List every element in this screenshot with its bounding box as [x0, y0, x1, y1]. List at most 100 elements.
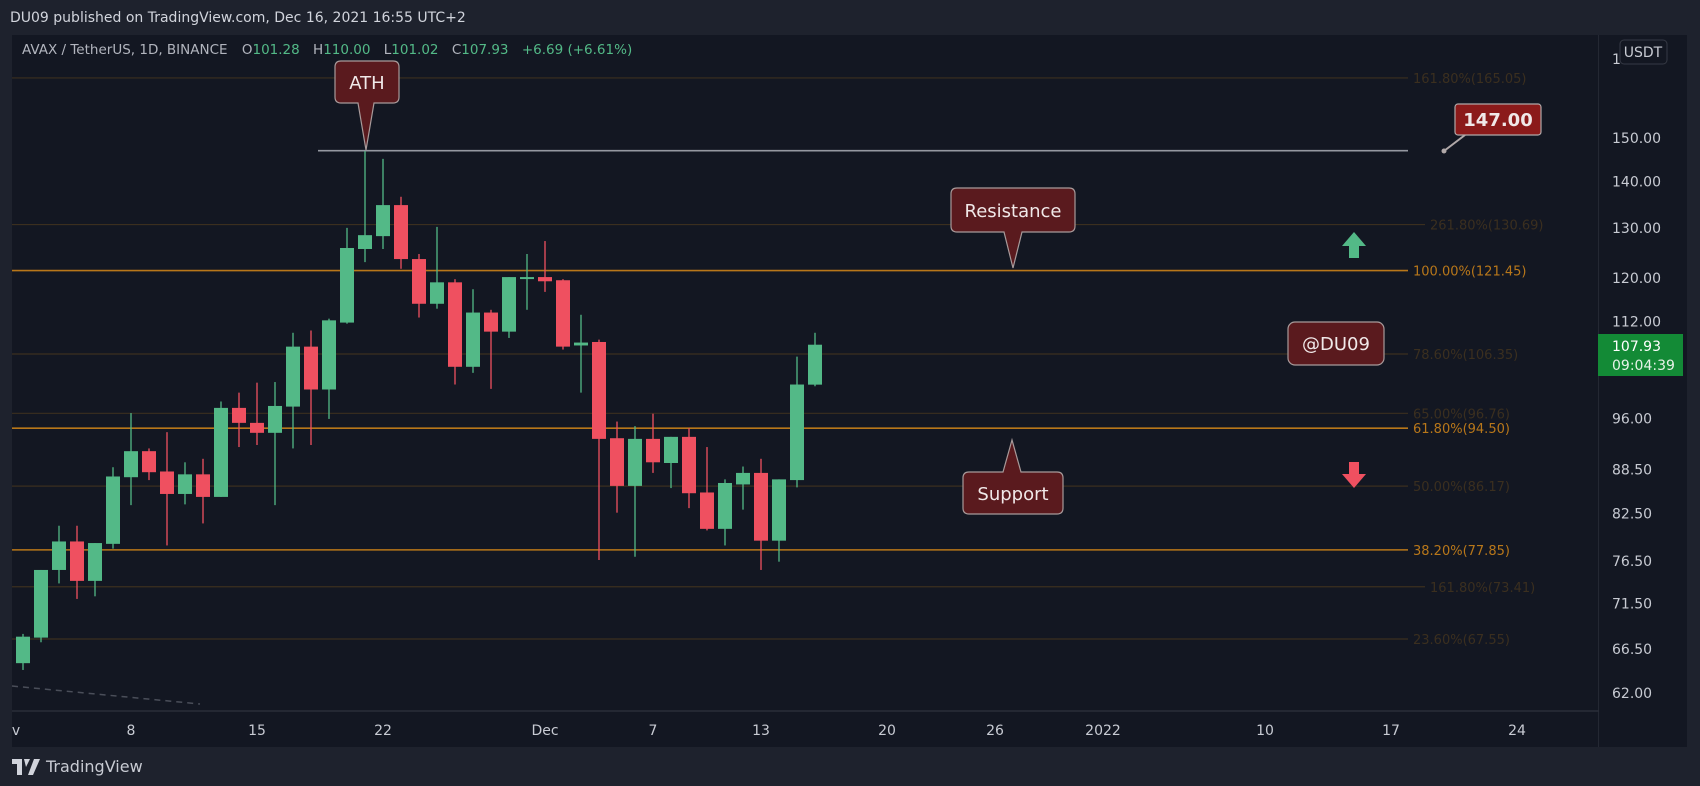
candle-body [340, 247, 354, 323]
candle [772, 479, 786, 562]
support-callout[interactable]: Support [962, 437, 1064, 515]
currency-button[interactable]: USDT [1619, 39, 1668, 65]
time-tick-label: 2022 [1085, 723, 1121, 739]
candle-body [574, 342, 588, 346]
candle-body [538, 277, 552, 282]
fib-level-label: 100.00%(121.45) [1413, 265, 1526, 280]
price-tick-label: 120.00 [1612, 271, 1661, 287]
candle-body [304, 346, 318, 390]
resistance-callout[interactable]: Resistance [950, 187, 1076, 269]
watermark-label: @DU09 [1302, 334, 1370, 355]
candle-body [412, 259, 426, 304]
candle-body [736, 472, 750, 485]
currency-label: USDT [1624, 45, 1663, 61]
candle-body [754, 472, 768, 541]
price-tick-label: 88.50 [1612, 462, 1652, 478]
candle-body [178, 474, 192, 494]
candle-body [808, 344, 822, 385]
author-watermark: @DU09 [1287, 321, 1385, 366]
fib-retracement[interactable]: 161.80%(165.05) 261.80%(130.69) 100.00%(12… [12, 72, 1543, 648]
candle [160, 432, 174, 546]
candle-body [394, 205, 408, 260]
candle [286, 332, 300, 449]
time-tick-label: 24 [1508, 723, 1526, 739]
ath-label: ATH [349, 73, 384, 94]
candle-body [700, 492, 714, 529]
candle [682, 428, 696, 509]
candle-body [610, 438, 624, 486]
high-value: 110.00 [323, 42, 371, 58]
candle-body [430, 282, 444, 304]
price-tick-label: 140.00 [1612, 174, 1661, 190]
target-price-label: 147.00 [1463, 110, 1532, 131]
symbol-legend: AVAX / TetherUS, 1D, BINANCE O101.28 H11… [22, 42, 641, 58]
candle [700, 447, 714, 531]
candle-body [214, 407, 228, 497]
fib-level-label: 50.00%(86.17) [1413, 480, 1510, 495]
symbol-name[interactable]: AVAX / TetherUS, 1D, BINANCE [22, 42, 228, 58]
candle-body [52, 541, 66, 570]
candle [466, 289, 480, 373]
price-tick-label: 71.50 [1612, 596, 1652, 612]
target-price-callout[interactable]: 147.00 [1441, 103, 1542, 154]
time-tick-label: 17 [1382, 723, 1400, 739]
candle-body [376, 205, 390, 237]
time-axis-ticks: v 8 15 22 Dec 7 13 20 26 2022 10 17 24 [12, 723, 1526, 739]
time-tick-label: v [12, 723, 20, 739]
current-price-badge: 107.93 09:04:39 [1598, 334, 1683, 376]
candle [808, 332, 822, 387]
ath-callout[interactable]: ATH [334, 60, 400, 151]
candle [214, 401, 228, 497]
candle [376, 158, 390, 249]
candle [448, 279, 462, 385]
trend-line-dashed[interactable] [11, 685, 201, 705]
time-tick-label: 15 [248, 723, 266, 739]
candle [16, 633, 30, 670]
candle-body [268, 405, 282, 433]
candle-body [124, 451, 138, 478]
candle [520, 254, 534, 310]
time-tick-label: 20 [878, 723, 896, 739]
price-axis[interactable] [1599, 35, 1687, 747]
fib-level-label: 78.60%(106.35) [1413, 348, 1518, 363]
candle [34, 569, 48, 643]
candle-body [556, 280, 570, 347]
candle [502, 277, 516, 338]
change-value: +6.69 (+6.61%) [521, 42, 633, 58]
candle [70, 525, 84, 599]
candle-body [718, 482, 732, 529]
candle [358, 151, 372, 263]
candle-body [196, 474, 210, 497]
candle-body [502, 277, 516, 332]
open-label: O [241, 42, 253, 58]
resistance-label: Resistance [965, 201, 1062, 222]
candle-body [16, 636, 30, 664]
candle-body [646, 438, 660, 463]
candle-body [520, 277, 534, 280]
price-tick-label: 112.00 [1612, 314, 1661, 330]
candle [718, 479, 732, 546]
time-tick-label: 10 [1256, 723, 1274, 739]
candle-body [772, 479, 786, 541]
fib-level-label: 23.60%(67.55) [1413, 633, 1510, 648]
candle [304, 330, 318, 445]
candle-body [790, 384, 804, 481]
candle [790, 356, 804, 488]
candle [88, 543, 102, 597]
candle [574, 314, 588, 393]
candle-body [232, 407, 246, 423]
candle-body [322, 320, 336, 390]
fib-level-label: 65.00%(96.76) [1413, 407, 1510, 422]
candle [736, 466, 750, 510]
candle [178, 462, 192, 505]
candle [106, 467, 120, 549]
published-caption: DU09 published on TradingView.com, Dec 1… [10, 10, 466, 26]
candle-body [448, 282, 462, 367]
candle [340, 227, 354, 324]
partial-price-tick: 1 [1612, 52, 1621, 68]
footer-brand[interactable]: TradingView [12, 757, 143, 776]
candle-body [592, 341, 606, 439]
candle [664, 436, 678, 489]
candle [538, 241, 552, 292]
